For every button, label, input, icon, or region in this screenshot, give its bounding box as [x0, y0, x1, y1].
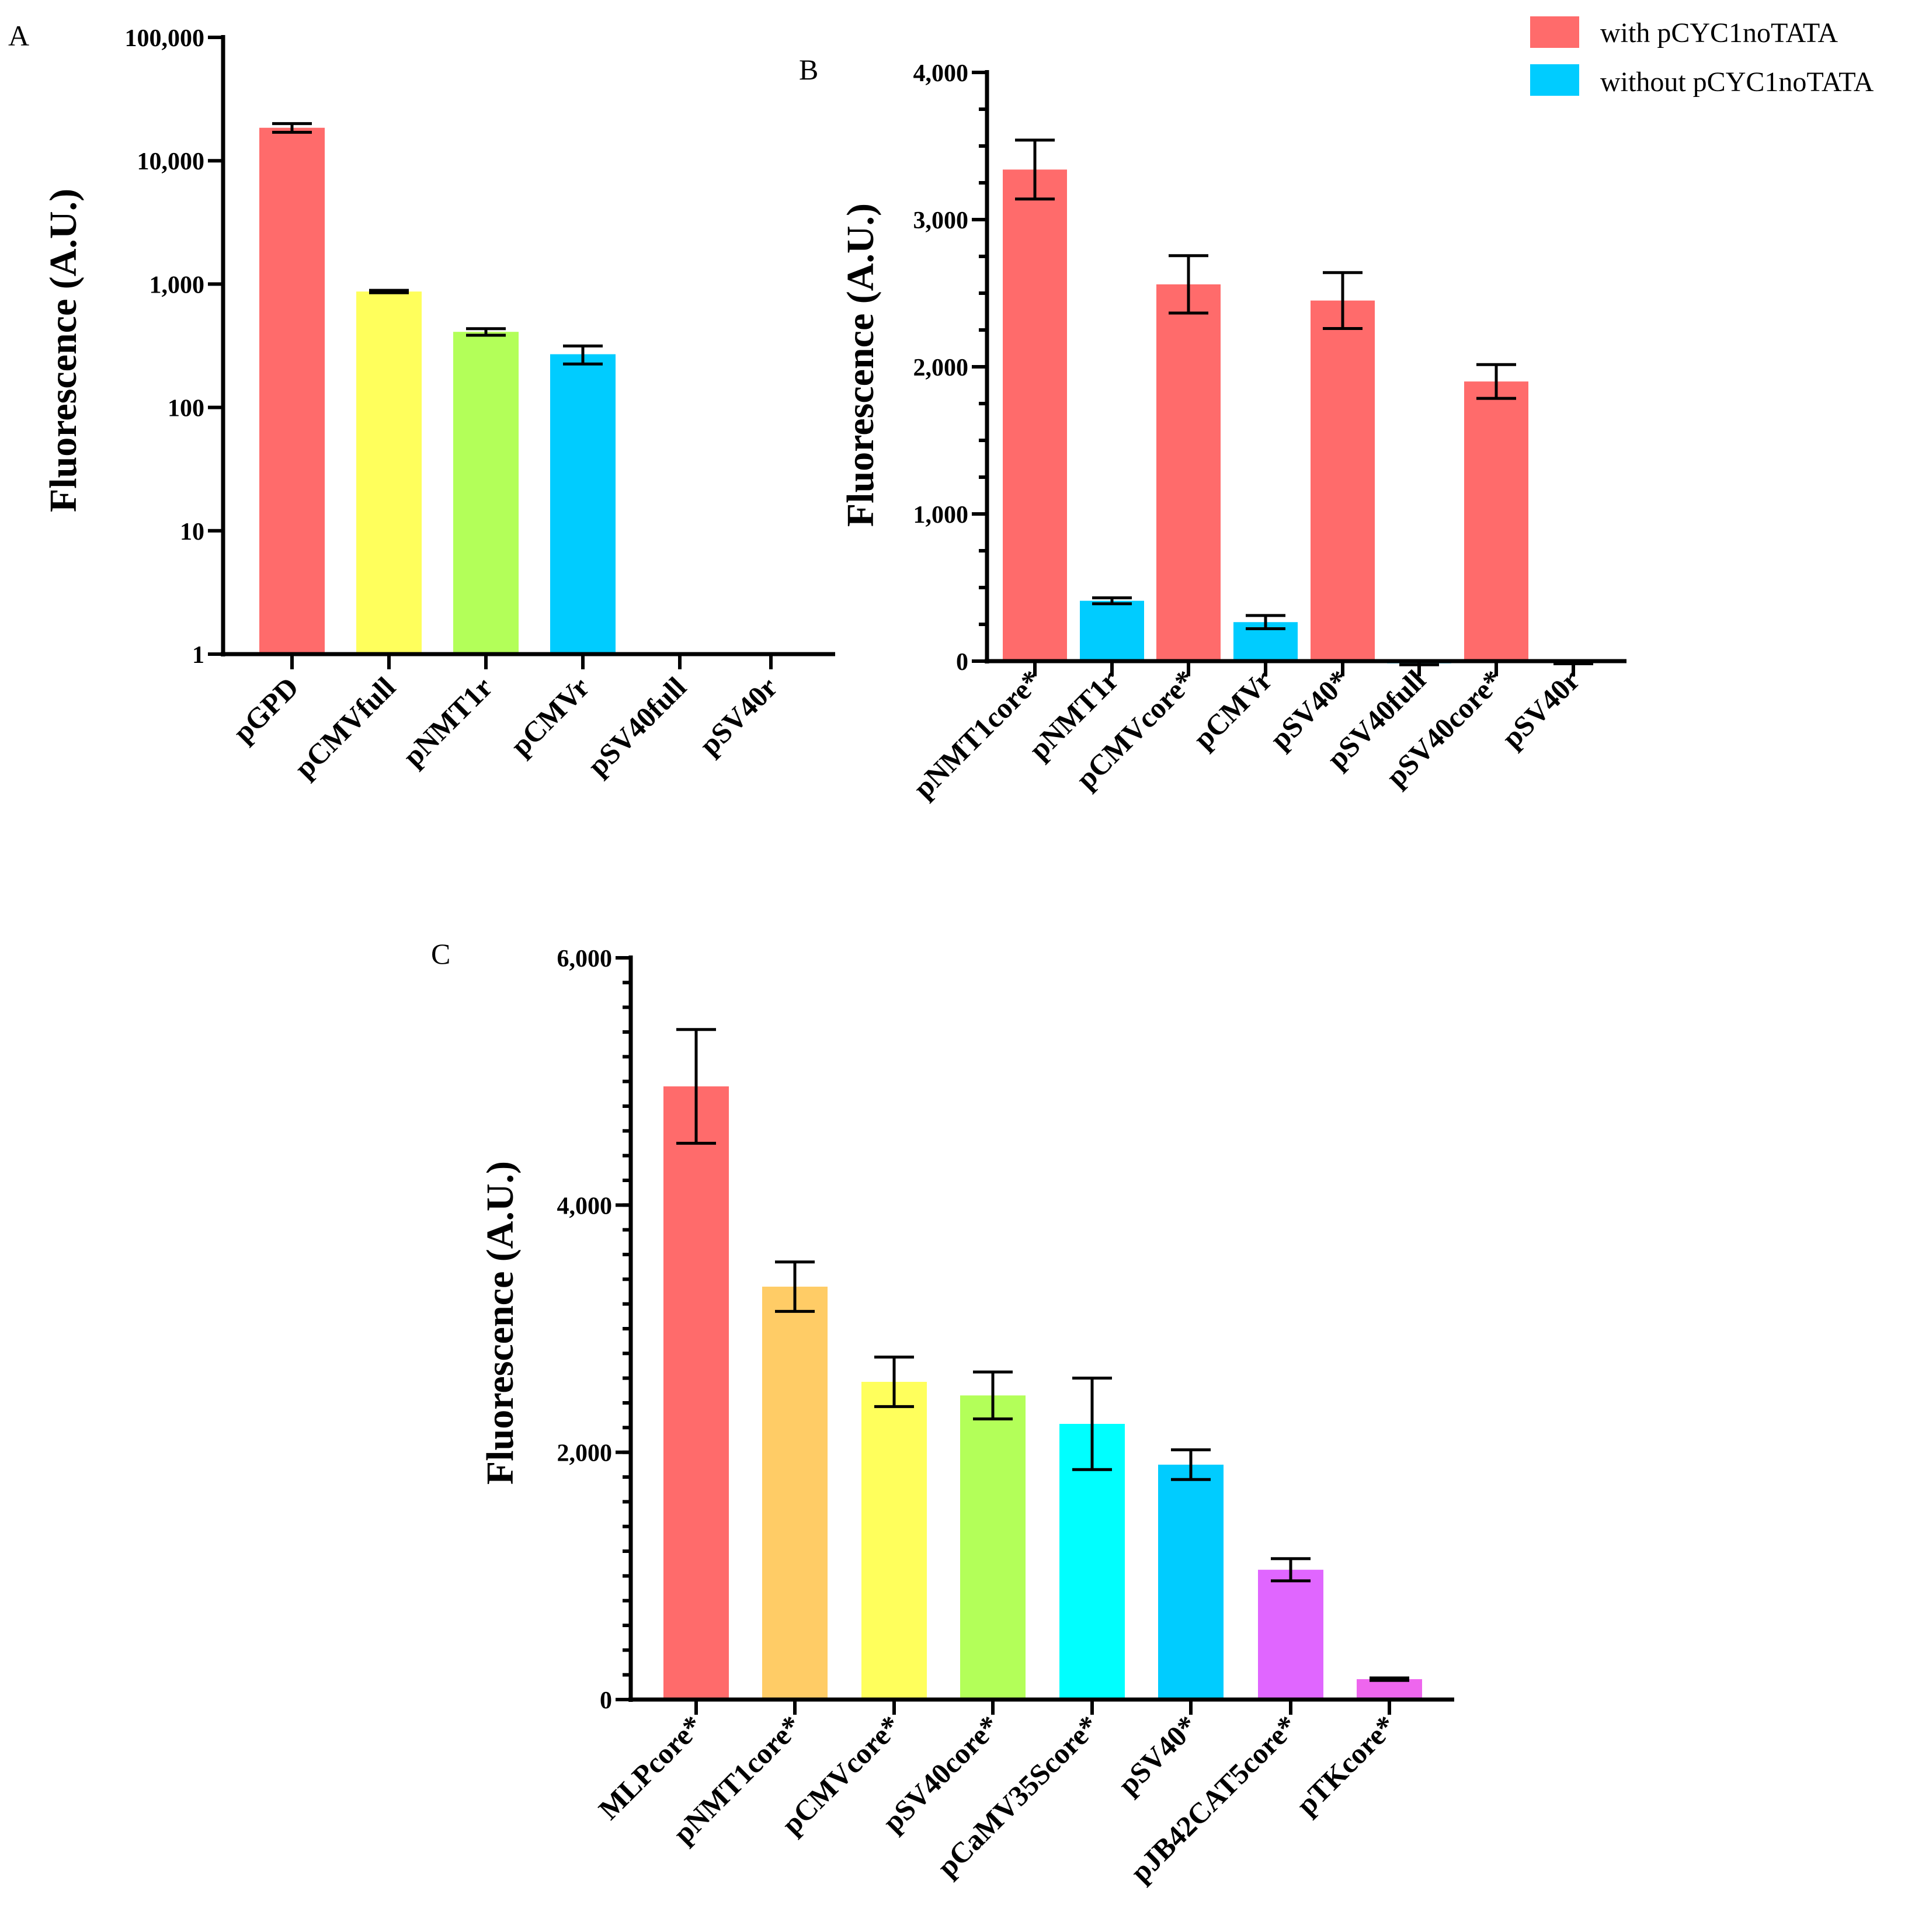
bar-c-7 [1357, 1679, 1422, 1700]
y-tick-label-a-0: 1 [192, 642, 204, 669]
bar-b-4 [1311, 300, 1375, 661]
panel-letter-c: C [431, 937, 450, 970]
y-tick-label-a-2: 100 [168, 395, 204, 422]
y-tick-label-b-2: 2,000 [913, 355, 969, 381]
panel-letter-b: B [799, 53, 818, 86]
y-tick-label-c-0: 0 [600, 1687, 612, 1714]
y-axis-title-b: Fluorescence (A.U.) [839, 203, 882, 527]
bar-c-0 [663, 1086, 729, 1700]
y-tick-label-a-5: 100,000 [125, 25, 205, 52]
bar-a-0 [259, 127, 325, 655]
y-tick-label-c-3: 6,000 [557, 946, 613, 972]
y-tick-label-a-4: 10,000 [137, 148, 205, 175]
bar-a-1 [356, 291, 422, 654]
legend-swatch-with [1530, 16, 1579, 48]
bar-c-5 [1158, 1464, 1224, 1700]
bar-c-2 [861, 1382, 927, 1700]
y-tick-label-c-1: 2,000 [557, 1440, 613, 1467]
legend-swatch-without [1530, 64, 1579, 96]
legend-label-without: without pCYC1noTATA [1600, 67, 1874, 98]
y-tick-label-a-3: 1,000 [150, 272, 205, 298]
bar-b-0 [1003, 169, 1067, 661]
y-tick-label-b-4: 4,000 [913, 60, 969, 87]
bar-a-3 [550, 354, 616, 654]
bar-c-3 [960, 1395, 1026, 1700]
legend: with pCYC1noTATA without pCYC1noTATA [1530, 16, 1874, 98]
bar-b-2 [1156, 284, 1221, 661]
y-tick-label-a-1: 10 [180, 519, 204, 545]
bar-b-6 [1464, 381, 1528, 661]
bar-c-6 [1258, 1569, 1323, 1700]
y-tick-label-c-2: 4,000 [557, 1193, 613, 1219]
y-tick-label-b-3: 3,000 [913, 207, 969, 234]
bar-b-1 [1080, 600, 1144, 661]
bar-a-2 [453, 332, 519, 654]
y-tick-label-b-1: 1,000 [913, 502, 969, 529]
panel-letter-a: A [8, 19, 29, 52]
legend-label-with: with pCYC1noTATA [1600, 18, 1838, 48]
y-tick-label-b-0: 0 [956, 649, 968, 676]
y-axis-title-c: Fluorescence (A.U.) [479, 1161, 522, 1485]
bar-c-1 [762, 1287, 828, 1700]
y-axis-title-a: Fluorescence (A.U.) [42, 189, 85, 512]
